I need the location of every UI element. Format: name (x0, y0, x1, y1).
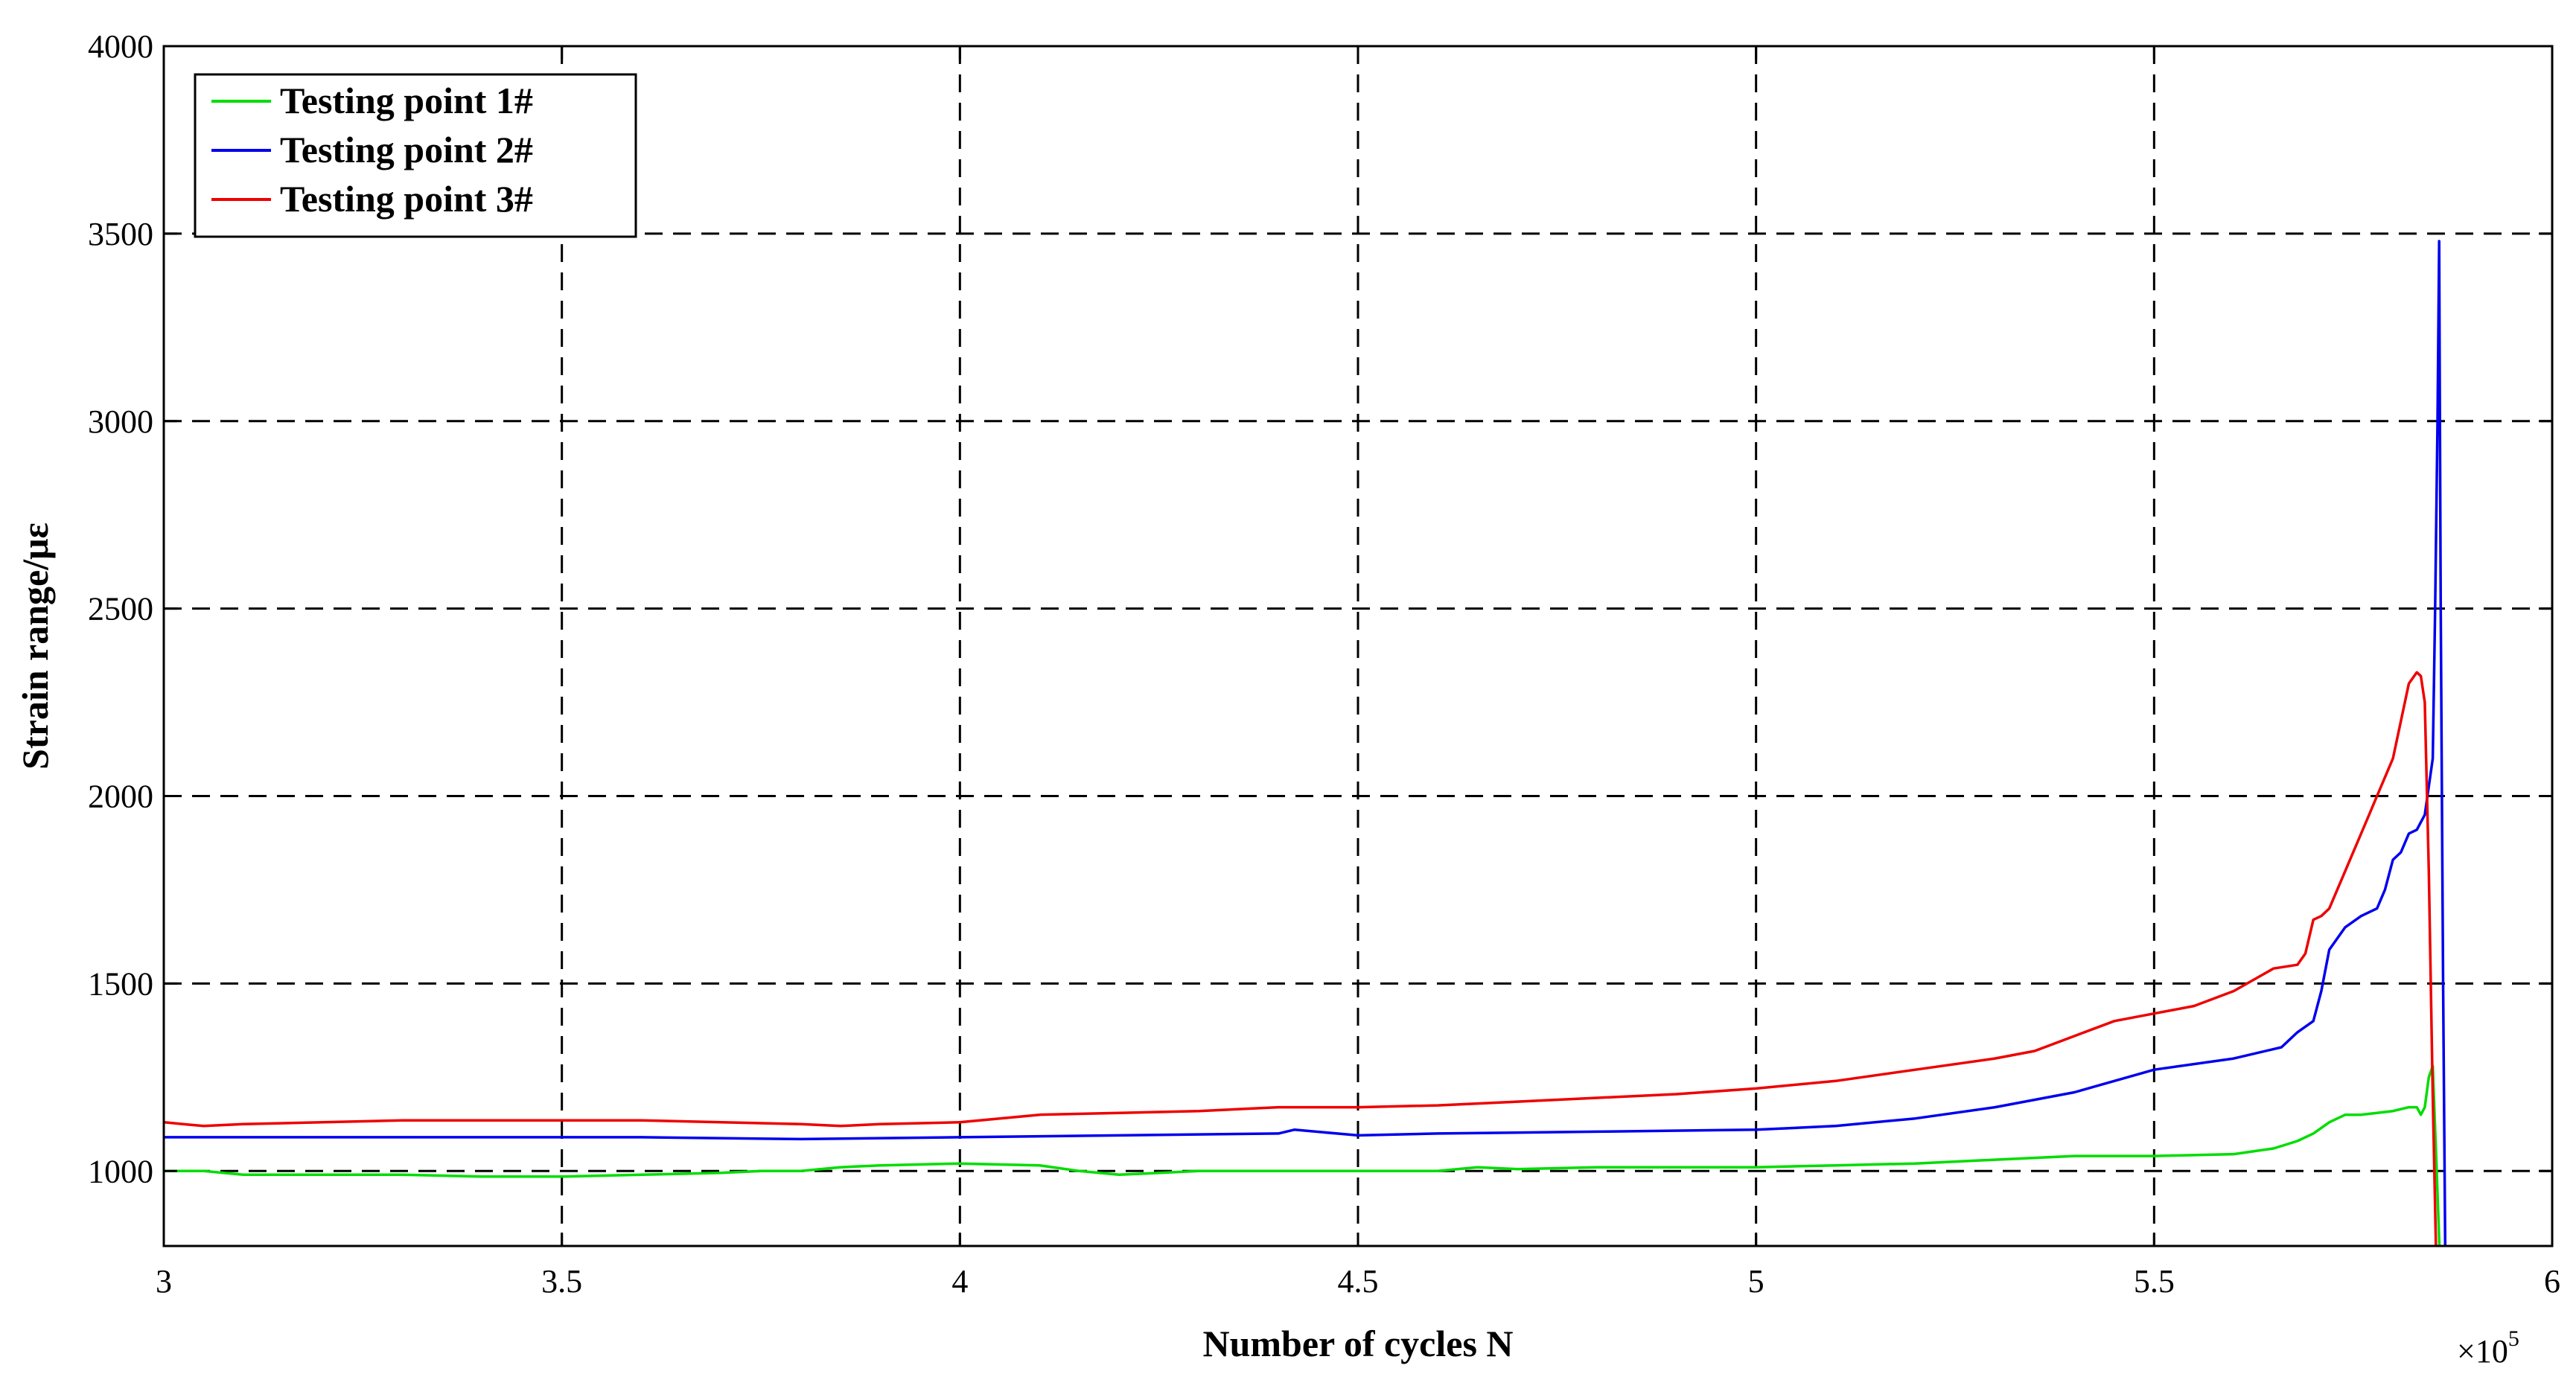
grid (164, 46, 2552, 1246)
series-line-1 (164, 1064, 2441, 1246)
x-tick-label: 3.5 (541, 1263, 582, 1300)
x-tick-label: 6 (2544, 1263, 2560, 1300)
y-tick-label: 1000 (88, 1153, 153, 1189)
x-axis-multiplier-exponent: 5 (2508, 1326, 2519, 1351)
y-tick-label: 2000 (88, 779, 153, 815)
legend: Testing point 1# Testing point 2# Testing … (194, 73, 637, 238)
legend-label-2: Testing point 2# (280, 129, 533, 170)
legend-label-1: Testing point 1# (280, 80, 533, 121)
x-axis-title: Number of cycles N (1202, 1323, 1513, 1364)
x-tick-label: 5 (1748, 1263, 1764, 1300)
y-axis-title: Strain range/με (14, 523, 56, 770)
y-tick-label: 3000 (88, 403, 153, 440)
x-axis-multiplier: ×105 (2457, 1326, 2519, 1370)
y-tick-label: 3500 (88, 216, 153, 252)
x-tick-labels: 3 3.5 4 4.5 5 5.5 6 (156, 1263, 2560, 1300)
x-tick-label: 3 (156, 1263, 172, 1300)
ticks (162, 45, 2554, 1246)
series-line-2 (164, 240, 2447, 1246)
y-tick-label: 2500 (88, 591, 153, 627)
legend-label-3: Testing point 3# (280, 178, 533, 220)
x-tick-label: 4.5 (1338, 1263, 1379, 1300)
y-tick-labels: 1000 1500 2000 2500 3000 3500 4000 (88, 28, 153, 1189)
series-group (164, 240, 2447, 1246)
series-line-3 (164, 671, 2438, 1246)
x-tick-label: 5.5 (2134, 1263, 2175, 1300)
x-tick-label: 4 (951, 1263, 968, 1300)
y-tick-label: 4000 (88, 28, 153, 65)
y-tick-label: 1500 (88, 965, 153, 1002)
x-axis-multiplier-base: ×10 (2457, 1333, 2508, 1370)
